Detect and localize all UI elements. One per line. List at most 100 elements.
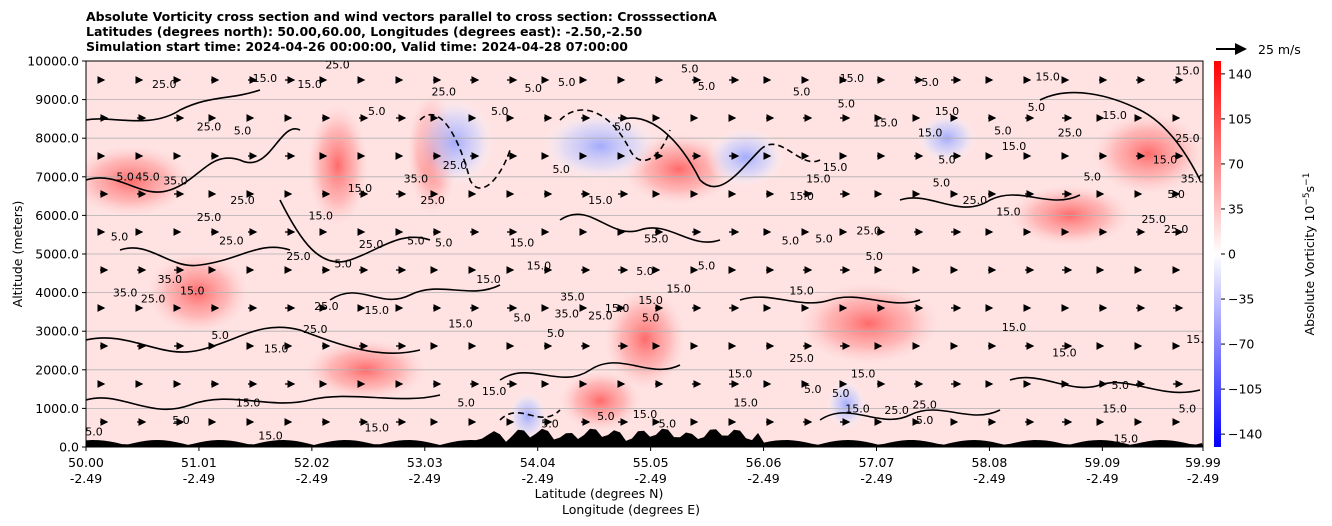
contour-line (86, 394, 441, 411)
contour-label: 15.0 (935, 105, 960, 118)
contour-label: 25.0 (219, 234, 244, 247)
contour-label: 5.0 (334, 258, 352, 271)
title-line-2: Latitudes (degrees north): 50.00,60.00, … (86, 24, 643, 39)
colorbar-label-unit-exp: −1 (1302, 173, 1312, 186)
contour-label: 15.0 (1002, 321, 1027, 334)
contour-label: 15.0 (638, 294, 663, 307)
x-axis: 50.00-2.4951.01-2.4952.02-2.4953.03-2.49… (68, 447, 1221, 486)
contour-label: 25.0 (963, 194, 988, 207)
contour-label: 15.0 (733, 396, 758, 409)
gridlines (86, 61, 1203, 447)
contour-label: 25.0 (230, 194, 255, 207)
title-line-3: Simulation start time: 2024-04-26 00:00:… (86, 39, 628, 54)
x-tick-label-lon: -2.49 (409, 471, 441, 486)
contour-label: 15.0 (364, 304, 389, 317)
positive-vorticity-region (798, 283, 939, 364)
contour-line (1039, 91, 1201, 181)
y-tick-label: 6000.0 (35, 208, 79, 223)
contour-label: 5.0 (1084, 171, 1102, 184)
contour-label: 5.0 (368, 105, 386, 118)
y-axis: 0.0 1000.0 2000.0 3000.0 4000.0 5000.0 6000.0 7… (27, 54, 86, 455)
contour-line (86, 128, 301, 193)
colorbar-tick-label: 70 (1228, 156, 1244, 171)
contour-lines (86, 89, 1201, 421)
x-axis-label-line-2: Longitude (degrees E) (562, 502, 700, 517)
contour-label: 25.0 (432, 86, 457, 99)
contour-label: 15.0 (527, 259, 552, 272)
y-tick-label: 2000.0 (35, 362, 79, 377)
contour-label: 45.0 (135, 171, 160, 184)
contour-label: 35.0 (1181, 173, 1206, 186)
contour-label: 5.0 (457, 396, 475, 409)
colorbar-tick-label: 0 (1228, 247, 1236, 262)
contour-label: 5.0 (698, 259, 716, 272)
y-tick-label: 10000.0 (27, 54, 79, 69)
colorbar-tick-label: −105 (1228, 382, 1262, 397)
contour-label: 15.0 (873, 117, 898, 130)
contour-label: 5.0 (838, 97, 856, 110)
x-tick-label-lon: -2.49 (747, 471, 779, 486)
contour-line (899, 194, 1081, 208)
contour-label: 15.0 (823, 161, 848, 174)
contour-label: 5.0 (793, 86, 811, 99)
x-tick-label-lat: 58.08 (972, 455, 1008, 470)
contour-label: 5.0 (1167, 188, 1185, 201)
x-tick-label-lat: 56.06 (746, 455, 782, 470)
positive-vorticity-region (307, 105, 368, 226)
contour-label: 15.0 (996, 205, 1021, 218)
contour-label: 5.0 (552, 163, 570, 176)
contour-label: 35.0 (555, 308, 580, 321)
contour-label: 5.0 (111, 230, 129, 243)
contour-label: 25.0 (197, 120, 222, 133)
x-tick-label-lon: -2.49 (70, 471, 102, 486)
contour-label: 5.0 (234, 124, 252, 137)
contour-labels: 15.05.05.025.025.035.045.05.025.05.025.0… (86, 59, 1206, 445)
contour-label: 15.0 (1153, 153, 1178, 166)
contour-label: 5.0 (558, 76, 576, 89)
contour-label: 15.0 (789, 285, 814, 298)
contour-line (329, 284, 501, 301)
y-tick-label: 1000.0 (35, 401, 79, 416)
positive-vorticity-region (86, 145, 191, 216)
contour-label: 5.0 (698, 80, 716, 93)
contour-label: 15.0 (1052, 346, 1077, 359)
y-tick-label: 4000.0 (35, 285, 79, 300)
contour-label: 5.0 (681, 63, 699, 76)
x-tick-label-lon: -2.49 (296, 471, 328, 486)
contour-label: 15.0 (1002, 140, 1027, 153)
y-tick-label: 5000.0 (35, 247, 79, 262)
x-tick-label-lat: 50.00 (68, 455, 104, 470)
contour-label: 5.0 (642, 312, 660, 325)
contour-label: 35.0 (560, 290, 585, 303)
contour-label: 15.0 (851, 368, 876, 381)
contour-label: 5.0 (866, 250, 884, 263)
x-tick-label-lon: -2.49 (860, 471, 892, 486)
quiver-key-label: 25 m/s (1258, 42, 1301, 57)
contour-label: 15.0 (1175, 65, 1200, 78)
contour-label: 5.0 (435, 236, 453, 249)
contour-label: 25.0 (1058, 126, 1083, 139)
contour-line (499, 362, 681, 381)
contour-label: 35.0 (163, 175, 188, 188)
contour-label: 5.0 (407, 234, 425, 247)
contour-label: 25.0 (325, 59, 350, 72)
contour-label: 25.0 (1142, 213, 1167, 226)
x-tick-label-lat: 53.03 (407, 455, 443, 470)
colorbar-label-text: Absolute Vorticity 10 (1302, 206, 1317, 336)
contour-line (559, 213, 721, 243)
contour-label: 15.0 (789, 190, 814, 203)
contour-label: 15.0 (364, 422, 389, 435)
contour-label: 25.0 (197, 211, 222, 224)
contour-label: 25.0 (1164, 223, 1189, 236)
contour-label: 15.0 (297, 78, 322, 91)
contour-label: 15.0 (666, 283, 691, 296)
contour-label: 5.0 (832, 387, 850, 400)
x-tick-label-lat: 59.09 (1084, 455, 1120, 470)
contour-label: 15.0 (1102, 402, 1127, 415)
colorbar-label: Absolute Vorticity 10−5s−1 (1302, 173, 1317, 336)
contour-label: 55.0 (644, 232, 669, 245)
contour-label: 15.0 (448, 317, 473, 330)
contour-label: 15.0 (605, 302, 630, 315)
negative-contour-line (759, 143, 821, 163)
